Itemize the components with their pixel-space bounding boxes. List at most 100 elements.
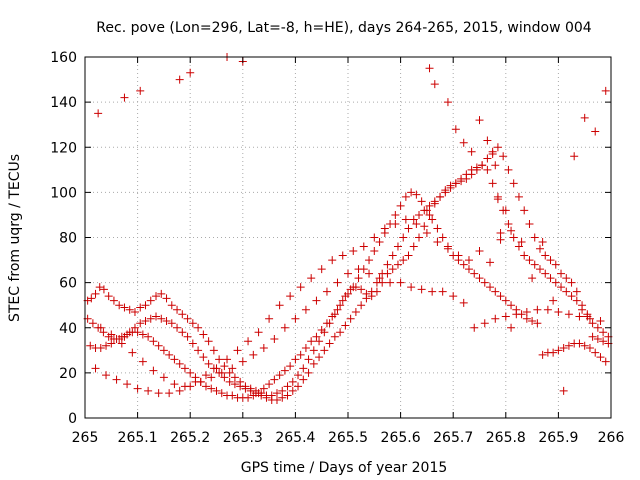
data-point: [259, 344, 268, 353]
data-point: [112, 375, 121, 384]
data-point: [136, 319, 145, 328]
data-point: [357, 285, 366, 294]
data-point: [496, 292, 505, 301]
data-point: [220, 373, 229, 382]
data-point: [370, 247, 379, 256]
data-point: [333, 305, 342, 314]
data-point: [572, 287, 581, 296]
data-point: [315, 337, 324, 346]
y-tick-label: 120: [50, 140, 77, 156]
y-axis-label: STEC from uqrg / TECUs: [7, 154, 23, 322]
data-point: [486, 258, 495, 267]
data-point: [475, 274, 484, 283]
data-point: [464, 265, 473, 274]
data-point: [165, 350, 174, 359]
data-point: [601, 357, 610, 366]
y-tick-label: 60: [59, 276, 77, 292]
data-point: [491, 314, 500, 323]
data-point: [291, 355, 300, 364]
data-point: [212, 386, 221, 395]
data-point: [459, 298, 468, 307]
data-point: [275, 371, 284, 380]
data-point: [99, 328, 108, 337]
data-point: [246, 386, 255, 395]
data-point: [443, 98, 452, 107]
data-point: [91, 364, 100, 373]
data-point: [535, 244, 544, 253]
data-point: [525, 256, 534, 265]
data-point: [175, 75, 184, 84]
data-point: [417, 285, 426, 294]
data-point: [304, 368, 313, 377]
data-point: [415, 233, 424, 242]
data-point: [507, 323, 516, 332]
data-point: [117, 332, 126, 341]
data-point: [188, 319, 197, 328]
data-point: [401, 215, 410, 224]
data-point: [280, 323, 289, 332]
data-point: [388, 265, 397, 274]
data-point: [175, 386, 184, 395]
data-point: [165, 389, 174, 398]
data-point: [133, 328, 142, 337]
y-tick-label: 160: [50, 50, 77, 66]
data-point: [96, 344, 105, 353]
data-point: [120, 303, 129, 312]
data-point: [570, 152, 579, 161]
data-point: [280, 366, 289, 375]
data-point: [533, 305, 542, 314]
data-point: [294, 371, 303, 380]
data-point: [491, 161, 500, 170]
data-point: [87, 294, 96, 303]
data-point: [567, 278, 576, 287]
y-tick-label: 20: [59, 366, 77, 382]
data-point: [520, 206, 529, 215]
data-point: [91, 289, 100, 298]
data-point: [301, 305, 310, 314]
data-point: [428, 215, 437, 224]
data-point: [567, 292, 576, 301]
data-point: [178, 328, 187, 337]
x-tick-label: 265.6: [381, 430, 421, 446]
data-point: [501, 296, 510, 305]
data-point: [349, 283, 358, 292]
data-point: [159, 346, 168, 355]
data-point: [236, 382, 245, 391]
y-tick-label: 80: [59, 231, 77, 247]
data-point: [504, 219, 513, 228]
data-point: [549, 296, 558, 305]
data-point: [307, 337, 316, 346]
data-point: [446, 183, 455, 192]
data-point: [393, 242, 402, 251]
data-point: [125, 305, 134, 314]
data-point: [428, 287, 437, 296]
data-point: [312, 332, 321, 341]
x-tick-label: 265.3: [223, 430, 263, 446]
data-point: [422, 228, 431, 237]
data-point: [365, 269, 374, 278]
data-point: [194, 323, 203, 332]
data-point: [391, 210, 400, 219]
data-point: [514, 242, 523, 251]
data-point: [265, 314, 274, 323]
data-point: [575, 312, 584, 321]
data-point: [396, 201, 405, 210]
data-point: [459, 138, 468, 147]
data-point: [201, 371, 210, 380]
data-point: [433, 224, 442, 233]
data-point: [157, 289, 166, 298]
data-point: [312, 296, 321, 305]
data-point: [296, 283, 305, 292]
data-point: [175, 359, 184, 368]
data-point: [528, 274, 537, 283]
data-point: [170, 380, 179, 389]
data-point: [391, 219, 400, 228]
data-point: [564, 310, 573, 319]
data-point: [601, 86, 610, 95]
data-point: [96, 323, 105, 332]
data-point: [507, 226, 516, 235]
data-point: [522, 314, 531, 323]
data-point: [420, 222, 429, 231]
data-point: [94, 109, 103, 118]
data-point: [559, 386, 568, 395]
